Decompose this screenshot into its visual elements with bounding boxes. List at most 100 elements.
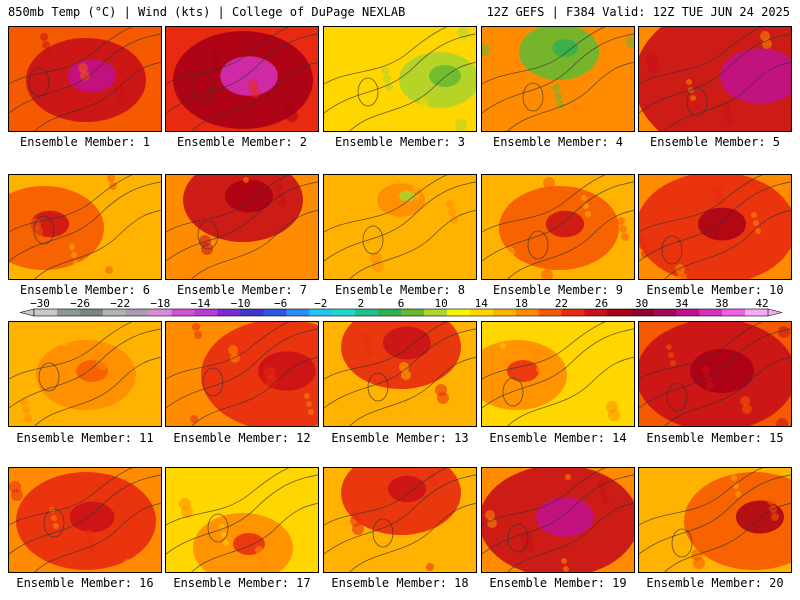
ensemble-member-map	[165, 26, 319, 132]
ensemble-member-label: Ensemble Member: 12	[173, 431, 311, 445]
colorbar-segment	[355, 309, 379, 316]
ensemble-member-label: Ensemble Member: 2	[176, 135, 308, 149]
ensemble-member-map	[481, 26, 635, 132]
colorbar-tick-label: −26	[70, 298, 90, 310]
ensemble-member-map	[8, 321, 162, 427]
colorbar-tick-label: −22	[110, 298, 130, 310]
colorbar-segment	[194, 309, 218, 316]
colorbar-tick-label: 10	[434, 298, 447, 310]
ensemble-member-label: Ensemble Member: 20	[646, 576, 784, 590]
ensemble-member-map	[8, 467, 162, 573]
colorbar-segment	[722, 309, 746, 316]
temperature-field	[639, 322, 791, 426]
ensemble-member-map	[481, 321, 635, 427]
colorbar-tick-label: 38	[715, 298, 728, 310]
temperature-field	[9, 322, 161, 426]
ensemble-member-map	[638, 174, 792, 280]
colorbar-segment	[171, 309, 195, 316]
temperature-field	[166, 175, 318, 279]
ensemble-member-map	[165, 321, 319, 427]
temperature-field	[482, 27, 634, 131]
temperature-field	[166, 27, 318, 131]
ensemble-member-map	[323, 321, 477, 427]
colorbar-segment	[401, 309, 425, 316]
ensemble-member-label: Ensemble Member: 5	[649, 135, 781, 149]
colorbar-segment	[217, 309, 241, 316]
colorbar-segment	[446, 309, 471, 316]
colorbar-tick-label: 34	[675, 298, 689, 310]
colorbar-segment	[653, 309, 677, 316]
ensemble-member-label: Ensemble Member: 14	[489, 431, 627, 445]
temperature-field	[639, 175, 791, 279]
colorbar-segment	[378, 309, 402, 316]
ensemble-member-label: Ensemble Member: 18	[331, 576, 469, 590]
ensemble-member-label: Ensemble Member: 3	[334, 135, 466, 149]
ensemble-member-label: Ensemble Member: 7	[176, 283, 308, 297]
ensemble-member-map	[638, 467, 792, 573]
ensemble-member-map	[8, 26, 162, 132]
temperature-field	[9, 468, 161, 572]
ensemble-member-map	[638, 26, 792, 132]
colorbar-tick-label: −10	[231, 298, 251, 310]
ensemble-member-label: Ensemble Member: 8	[334, 283, 466, 297]
temperature-field	[482, 322, 634, 426]
colorbar-segment	[263, 309, 287, 316]
ensemble-member-label: Ensemble Member: 15	[646, 431, 784, 445]
colorbar-tick-label: 26	[595, 298, 608, 310]
temperature-colorbar: −30 −26 −22 −18 −14 −10 −6 −2 2 6 10 14 18 22 26 30 34 38…	[19, 298, 783, 317]
ensemble-member-label: Ensemble Member: 11	[16, 431, 154, 445]
ensemble-member-label: Ensemble Member: 4	[492, 135, 624, 149]
colorbar-segment	[148, 309, 172, 316]
ensemble-member-label: Ensemble Member: 16	[16, 576, 154, 590]
colorbar-segment	[584, 309, 608, 316]
ensemble-member-label: Ensemble Member: 19	[489, 576, 627, 590]
colorbar-segment	[492, 309, 516, 316]
colorbar-tick-label: 30	[635, 298, 648, 310]
temperature-field	[324, 322, 476, 426]
colorbar-segment	[309, 309, 333, 316]
temperature-field	[324, 468, 476, 572]
colorbar-tick-label: −14	[191, 298, 211, 310]
temperature-field	[9, 175, 161, 279]
colorbar-segment	[332, 309, 356, 316]
ensemble-member-map	[481, 174, 635, 280]
ensemble-member-map	[165, 467, 319, 573]
colorbar-segment	[469, 309, 494, 316]
colorbar-segment	[56, 309, 81, 316]
colorbar-segment	[240, 309, 264, 316]
colorbar-tick-label: −6	[274, 298, 287, 310]
colorbar-segment	[79, 309, 104, 316]
ensemble-member-label: Ensemble Member: 17	[173, 576, 311, 590]
temperature-field	[166, 468, 318, 572]
ensemble-member-map	[323, 26, 477, 132]
colorbar-tick-label: −18	[150, 298, 170, 310]
ensemble-member-map	[165, 174, 319, 280]
colorbar-min-arrow	[19, 308, 35, 317]
ensemble-member-label: Ensemble Member: 9	[492, 283, 624, 297]
ensemble-member-label: Ensemble Member: 6	[19, 283, 151, 297]
colorbar-segment	[515, 309, 539, 316]
colorbar-tick-label: 22	[555, 298, 568, 310]
colorbar-segment	[630, 309, 654, 316]
colorbar-tick-label: 14	[475, 298, 489, 310]
temperature-field	[482, 175, 634, 279]
ensemble-member-label: Ensemble Member: 1	[19, 135, 151, 149]
colorbar-segment	[745, 309, 769, 316]
colorbar-segment	[699, 309, 723, 316]
colorbar-tick-label: 2	[358, 298, 365, 310]
ensemble-member-label: Ensemble Member: 13	[331, 431, 469, 445]
ensemble-member-map	[481, 467, 635, 573]
ensemble-member-map	[323, 174, 477, 280]
colorbar-segment	[676, 309, 700, 316]
colorbar-segment	[34, 309, 58, 316]
temperature-field	[166, 322, 318, 426]
ensemble-member-map	[8, 174, 162, 280]
colorbar-tick-label: 18	[515, 298, 528, 310]
colorbar-segment	[538, 309, 562, 316]
header-title: 850mb Temp (°C) | Wind (kts) | College o…	[8, 5, 406, 19]
temperature-field	[639, 468, 791, 572]
temperature-field	[324, 27, 476, 131]
colorbar-segment	[125, 309, 149, 316]
temperature-field	[9, 27, 161, 131]
colorbar-segment	[607, 309, 631, 316]
